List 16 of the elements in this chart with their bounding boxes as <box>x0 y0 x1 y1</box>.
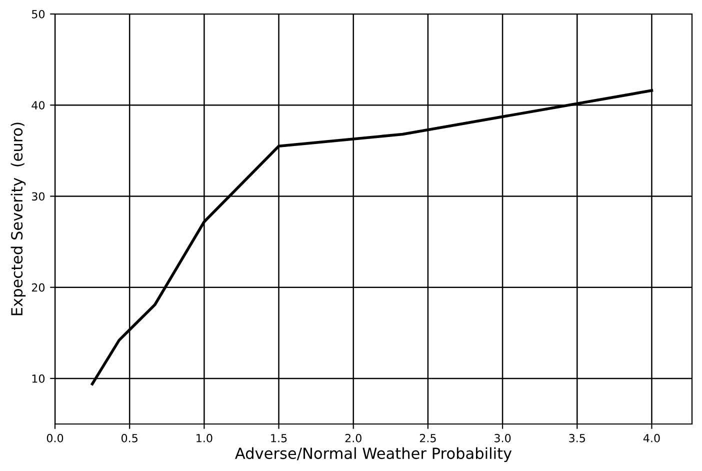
y-tick-label: 10 <box>32 374 45 383</box>
y-tick-label: 50 <box>32 10 45 18</box>
x-tick-label: 0.0 <box>46 434 64 442</box>
x-tick-label: 2.5 <box>420 434 436 442</box>
y-tick-label: 20 <box>32 283 45 292</box>
x-tick-label: 3.5 <box>569 434 585 442</box>
y-axis-title: Expected Severity (euro) <box>10 122 26 316</box>
y-tick-label: 40 <box>32 101 45 110</box>
x-axis-title: Adverse/Normal Weather Probability <box>235 447 512 462</box>
x-tick-label: 3.0 <box>494 434 511 442</box>
y-tick-label: 30 <box>32 192 45 201</box>
x-tick-label: 4.0 <box>643 434 660 442</box>
x-tick-label: 2.0 <box>345 434 362 442</box>
x-tick-label: 0.5 <box>121 434 138 442</box>
x-tick-label: 1.5 <box>271 434 287 442</box>
x-tick-label: 1.0 <box>196 434 212 442</box>
